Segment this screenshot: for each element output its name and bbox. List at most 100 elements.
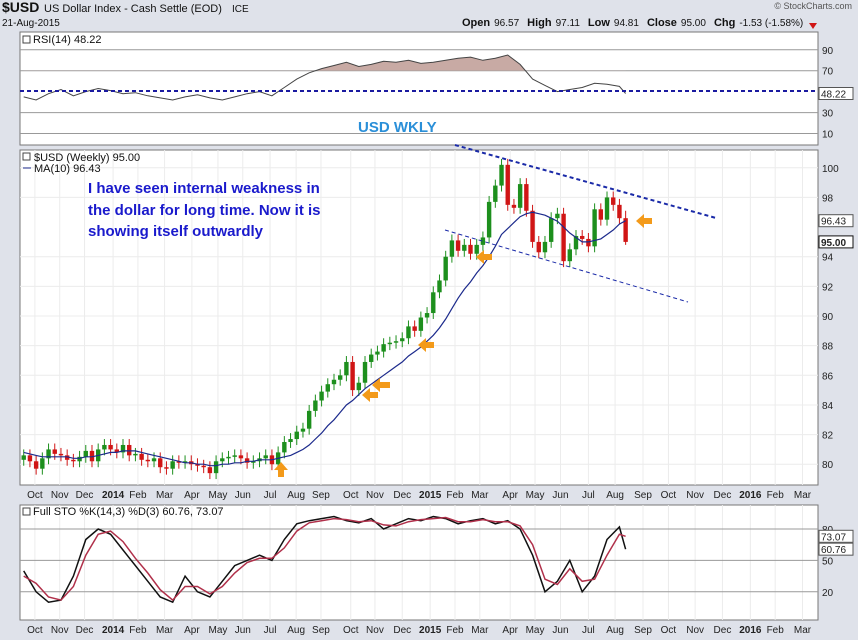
candle-body <box>263 455 268 459</box>
candle-body <box>46 449 51 459</box>
legend: RSI(14) 48.22 <box>33 34 101 46</box>
value-label: 48.22 <box>821 90 846 101</box>
x-tick-label: Oct <box>27 625 43 636</box>
arrow <box>274 462 288 477</box>
quote-label: Chg <box>714 17 735 29</box>
candle-body <box>151 458 157 462</box>
x-tick-label: Jun <box>235 490 251 501</box>
x-tick-label: 2014 <box>102 490 125 501</box>
x-tick-label: 2014 <box>102 625 125 636</box>
candle-body <box>517 184 523 208</box>
x-tick-label: Feb <box>129 490 147 501</box>
y-tick-label: 88 <box>822 342 834 353</box>
x-tick-label: Apr <box>184 490 200 501</box>
x-tick-label: Oct <box>343 625 359 636</box>
value-box <box>818 542 854 556</box>
candle-body <box>102 444 107 450</box>
x-tick-label: Apr <box>502 490 518 501</box>
x-tick-label: Nov <box>686 490 704 501</box>
candle-body <box>486 201 492 238</box>
x-tick-label: Jul <box>582 490 595 501</box>
candle-body <box>232 455 237 457</box>
candle-body <box>282 442 287 453</box>
x-tick-label: Feb <box>446 490 464 501</box>
candle-body <box>176 461 182 463</box>
candle-body <box>412 326 417 331</box>
candle-body <box>238 455 244 459</box>
x-tick-label: Sep <box>634 490 652 501</box>
x-tick-label: Jul <box>582 625 595 636</box>
x-tick-label: May <box>208 625 227 636</box>
candle-body <box>356 382 362 391</box>
candle-body <box>611 197 616 205</box>
candle-body <box>145 459 151 462</box>
x-tick-label: Oct <box>343 490 359 501</box>
x-tick-label: Aug <box>606 625 624 636</box>
candle-body <box>393 341 399 343</box>
candle-body <box>437 280 442 293</box>
arrow <box>372 378 390 392</box>
overbought-area <box>315 55 526 71</box>
x-tick-label: Sep <box>634 625 652 636</box>
x-tick-label: Jul <box>264 625 277 636</box>
x-tick-label: May <box>526 625 545 636</box>
candle-body <box>381 344 386 352</box>
candle-body <box>201 465 206 468</box>
candle-body <box>387 342 393 345</box>
candle-body <box>27 455 33 462</box>
x-tick-label: Nov <box>51 490 69 501</box>
arrow <box>476 250 492 264</box>
legend: MA(10) 96.43 <box>34 163 101 175</box>
candle-body <box>344 361 349 376</box>
candle-body <box>567 249 572 262</box>
candle-body <box>164 467 169 469</box>
x-tick-label: Dec <box>393 625 411 636</box>
value-label: 95.00 <box>821 238 846 249</box>
value-label: 96.43 <box>821 217 846 228</box>
y-tick-label: 82 <box>822 431 834 442</box>
candle-body <box>505 164 510 205</box>
x-tick-label: Jun <box>552 490 568 501</box>
x-tick-label: May <box>208 490 227 501</box>
y-tick-label: 30 <box>822 109 834 120</box>
y-tick-label: 50 <box>822 556 834 567</box>
candle-body <box>294 431 299 440</box>
annotation: USD WKLY <box>358 119 437 136</box>
candle-body <box>195 464 200 466</box>
x-tick-label: Dec <box>76 490 94 501</box>
candle-body <box>468 244 473 254</box>
candle-body <box>617 204 622 219</box>
x-tick-label: Dec <box>393 490 411 501</box>
candle-body <box>592 209 597 247</box>
value-box <box>818 529 854 543</box>
legend-icon <box>22 35 31 44</box>
candle-body <box>319 391 324 401</box>
down-icon <box>809 23 817 29</box>
indicator-line <box>23 54 626 101</box>
candle-body <box>226 456 231 459</box>
candle-body <box>431 292 436 314</box>
value-label: 73.07 <box>821 532 846 543</box>
candle-body <box>182 461 188 463</box>
legend-icon <box>22 152 31 161</box>
x-tick-label: Feb <box>767 625 785 636</box>
candle-body <box>350 361 355 391</box>
comment: showing itself outwardly <box>88 223 264 240</box>
candle-body <box>213 461 219 474</box>
candle-body <box>158 458 163 468</box>
date: 21-Aug-2015 <box>2 18 60 29</box>
candle-body <box>120 444 126 453</box>
x-tick-label: Aug <box>287 490 305 501</box>
indicator-line <box>23 516 626 602</box>
legend-icon <box>22 507 31 516</box>
x-tick-label: Dec <box>76 625 94 636</box>
value-box <box>818 87 854 101</box>
x-tick-label: Nov <box>366 625 384 636</box>
candle-body <box>573 235 579 250</box>
candle-body <box>220 458 225 462</box>
x-tick-label: Mar <box>156 490 174 501</box>
x-tick-label: Feb <box>129 625 147 636</box>
x-tick-label: Sep <box>312 490 330 501</box>
x-tick-label: 2015 <box>419 490 442 501</box>
